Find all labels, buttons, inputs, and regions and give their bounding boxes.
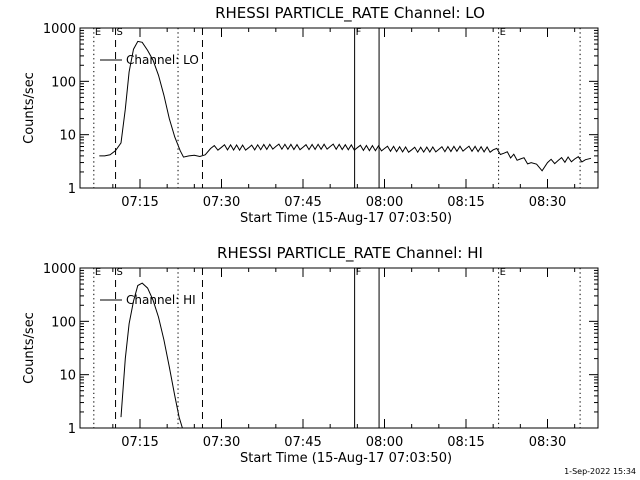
event-marker-label: S <box>117 27 123 38</box>
series-line <box>99 40 592 172</box>
y-tick-label: 1 <box>68 182 76 197</box>
x-tick-label: 08:30 <box>529 195 566 210</box>
event-marker-label: F <box>356 267 362 278</box>
y-tick-label: 100 <box>51 315 76 330</box>
chart-panel-hi: RHESSI PARTICLE_RATE Channel: HI 1 10 100 10… <box>22 244 599 466</box>
x-tick-label: 08:15 <box>447 195 484 210</box>
y-tick-label: 10 <box>59 369 76 384</box>
y-tick-label: 10 <box>59 129 76 144</box>
x-tick-label: 07:15 <box>121 435 158 450</box>
y-tick-label: 100 <box>51 75 76 90</box>
x-tick-label: 07:30 <box>203 195 240 210</box>
event-marker-label: S <box>117 267 123 278</box>
chart-title: RHESSI PARTICLE_RATE Channel: HI <box>217 244 483 263</box>
series-line <box>120 282 183 428</box>
plot-frame <box>79 267 599 429</box>
x-tick-label: 07:15 <box>121 195 158 210</box>
legend-label: Channel: HI <box>126 293 196 307</box>
x-tick-label: 07:45 <box>284 435 321 450</box>
y-axis-label: Counts/sec <box>22 72 37 144</box>
event-marker-label: E <box>500 267 506 278</box>
x-tick-label: 08:00 <box>366 195 403 210</box>
x-tick-label: 08:00 <box>366 435 403 450</box>
x-axis-label: Start Time (15-Aug-17 07:03:50) <box>240 211 452 226</box>
event-marker-label: E <box>95 27 101 38</box>
x-tick-label: 07:30 <box>203 435 240 450</box>
event-marker-label: E <box>95 267 101 278</box>
y-axis-label: Counts/sec <box>22 312 37 384</box>
x-tick-label: 08:30 <box>529 435 566 450</box>
legend-label: Channel: LO <box>126 53 199 67</box>
footer-timestamp: 1-Sep-2022 15:34 <box>564 467 636 476</box>
x-tick-label: 08:15 <box>447 435 484 450</box>
y-tick-label: 1000 <box>43 22 76 37</box>
x-tick-label: 07:45 <box>284 195 321 210</box>
chart-panel-lo: RHESSI PARTICLE_RATE Channel: LO 1 10 100 10… <box>22 4 599 226</box>
chart-title: RHESSI PARTICLE_RATE Channel: LO <box>215 4 485 23</box>
plot-frame <box>79 27 599 189</box>
y-tick-label: 1000 <box>43 262 76 277</box>
y-tick-label: 1 <box>68 422 76 437</box>
x-axis-label: Start Time (15-Aug-17 07:03:50) <box>240 451 452 466</box>
event-marker-label: F <box>356 27 362 38</box>
event-marker-label: E <box>500 27 506 38</box>
